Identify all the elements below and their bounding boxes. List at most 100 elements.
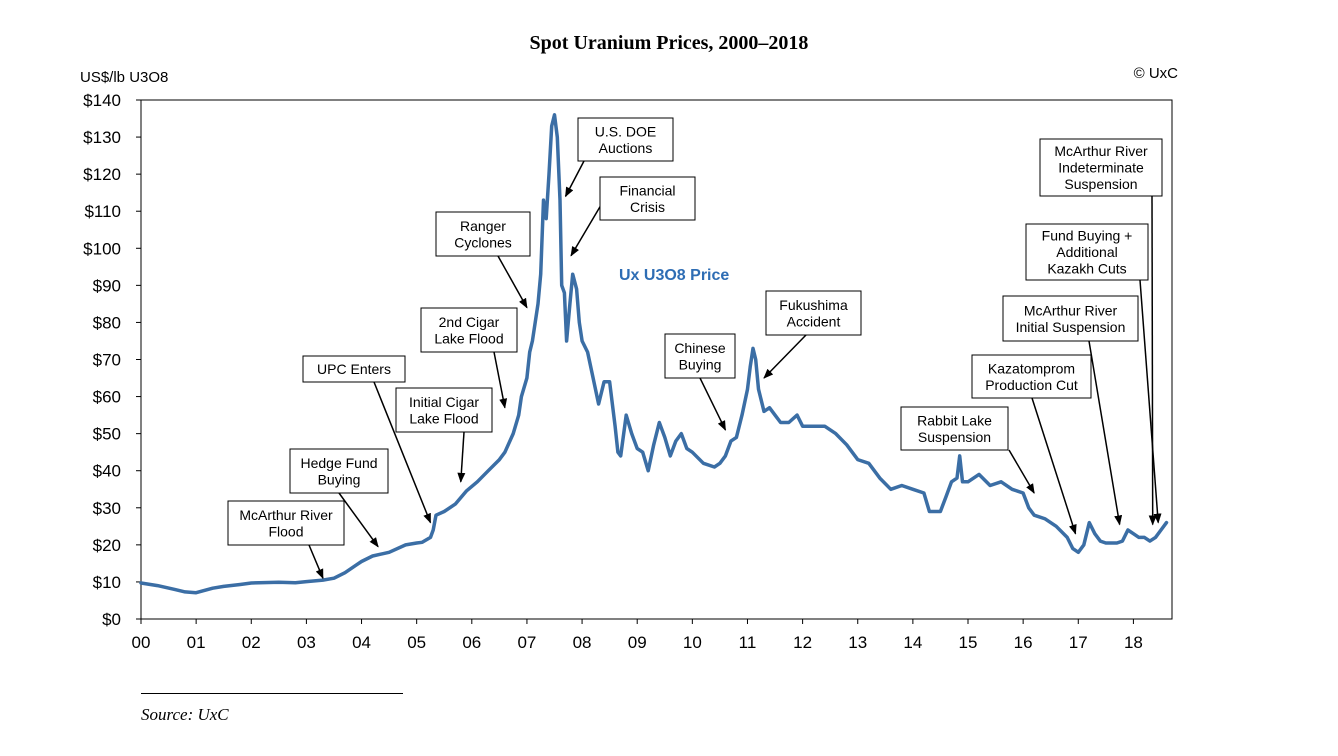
x-tick-label: 14 xyxy=(903,633,922,652)
annotation-box xyxy=(599,176,696,221)
x-tick-label: 00 xyxy=(132,633,151,652)
annotation-arrow xyxy=(308,544,324,580)
annotation-text: Flood xyxy=(268,523,303,539)
annotation-text: Hedge Fund xyxy=(300,455,377,471)
annotation-arrow xyxy=(570,199,605,257)
annotation-arrow xyxy=(699,377,727,431)
x-tick-label: 11 xyxy=(739,633,757,652)
y-tick-label: $20 xyxy=(93,536,121,555)
annotation-text: Kazakh Cuts xyxy=(1047,261,1126,277)
annotation-text: Buying xyxy=(318,471,361,487)
annotation-text: Chinese xyxy=(674,340,726,356)
y-axis-unit-label: US$/lb U3O8 xyxy=(80,69,168,86)
annotation-arrow xyxy=(1139,279,1162,524)
annotation-text: Buying xyxy=(679,356,722,372)
annotation-text: Fund Buying + xyxy=(1042,228,1133,244)
x-tick-label: 15 xyxy=(959,633,978,652)
annotation-arrow xyxy=(457,431,466,483)
annotation-arrow xyxy=(1088,340,1123,526)
price-series-line xyxy=(139,113,1169,595)
annotation-arrow xyxy=(763,334,807,379)
annotation-text: Rabbit Lake xyxy=(917,412,992,428)
annotation-text: Accident xyxy=(787,313,841,329)
annotation-box xyxy=(289,448,389,494)
annotation-arrow xyxy=(564,160,585,198)
annotation-arrow xyxy=(338,492,379,548)
y-tick-label: $50 xyxy=(93,425,121,444)
annotation-text: Auctions xyxy=(599,140,653,156)
annotation-box xyxy=(900,406,1009,451)
y-tick-label: $140 xyxy=(83,91,121,110)
chart-title: Spot Uranium Prices, 2000–2018 xyxy=(529,32,809,54)
y-tick-label: $90 xyxy=(93,276,121,295)
annotation-text: U.S. DOE xyxy=(595,123,656,139)
annotation-arrow xyxy=(1031,397,1077,535)
y-tick-label: $10 xyxy=(93,573,121,592)
x-tick-label: 10 xyxy=(683,633,702,652)
y-tick-label: $120 xyxy=(83,165,121,184)
x-tick-label: 05 xyxy=(407,633,426,652)
annotation-text: Financial xyxy=(619,182,675,198)
annotation-text: McArthur River xyxy=(1024,302,1118,318)
annotation-box xyxy=(435,211,531,257)
annotation-text: Lake Flood xyxy=(409,410,478,426)
annotation-text: Production Cut xyxy=(985,377,1078,393)
annotation-arrow xyxy=(493,351,508,409)
x-tick-label: 06 xyxy=(462,633,481,652)
x-tick-label: 13 xyxy=(848,633,867,652)
annotation-arrow xyxy=(1008,449,1035,494)
x-tick-label: 17 xyxy=(1069,633,1088,652)
x-tick-label: 01 xyxy=(187,633,206,652)
annotation-text: Indeterminate xyxy=(1058,160,1144,176)
annotation-text: Fukushima xyxy=(779,297,848,313)
annotation-callout: UPC Enters xyxy=(302,355,432,524)
x-tick-label: 09 xyxy=(628,633,647,652)
x-tick-label: 04 xyxy=(352,633,371,652)
y-tick-label: $130 xyxy=(83,128,121,147)
x-tick-label: 07 xyxy=(517,633,536,652)
source-divider xyxy=(141,693,403,694)
annotation-text: Initial Cigar xyxy=(409,394,479,410)
y-tick-label: $60 xyxy=(93,388,121,407)
annotation-text: Additional xyxy=(1056,244,1118,260)
annotation-text: Ranger xyxy=(460,218,506,234)
annotation-box xyxy=(302,355,406,383)
annotation-text: Lake Flood xyxy=(434,330,503,346)
x-tick-label: 16 xyxy=(1014,633,1033,652)
annotation-box xyxy=(227,500,345,546)
annotation-box xyxy=(1002,295,1139,342)
y-tick-label: $40 xyxy=(93,462,121,481)
annotation-text: Suspension xyxy=(1064,176,1137,192)
annotation-arrow xyxy=(497,255,528,309)
x-tick-label: 12 xyxy=(793,633,812,652)
y-tick-label: $80 xyxy=(93,313,121,332)
annotation-text: Crisis xyxy=(630,199,665,215)
annotation-arrow xyxy=(1148,195,1157,526)
y-tick-label: $100 xyxy=(83,239,121,258)
annotation-text: Cyclones xyxy=(454,234,512,250)
series-label: Ux U3O8 Price xyxy=(619,267,729,284)
annotation-text: 2nd Cigar xyxy=(439,314,500,330)
y-tick-label: $0 xyxy=(102,610,121,629)
annotation-text: McArthur River xyxy=(1054,143,1148,159)
y-tick-label: $30 xyxy=(93,499,121,518)
x-tick-label: 08 xyxy=(573,633,592,652)
annotation-text: Initial Suspension xyxy=(1016,319,1126,335)
annotation-arrow xyxy=(373,381,432,524)
annotation-text: Kazatomprom xyxy=(988,360,1075,376)
y-tick-label: $110 xyxy=(84,202,121,221)
